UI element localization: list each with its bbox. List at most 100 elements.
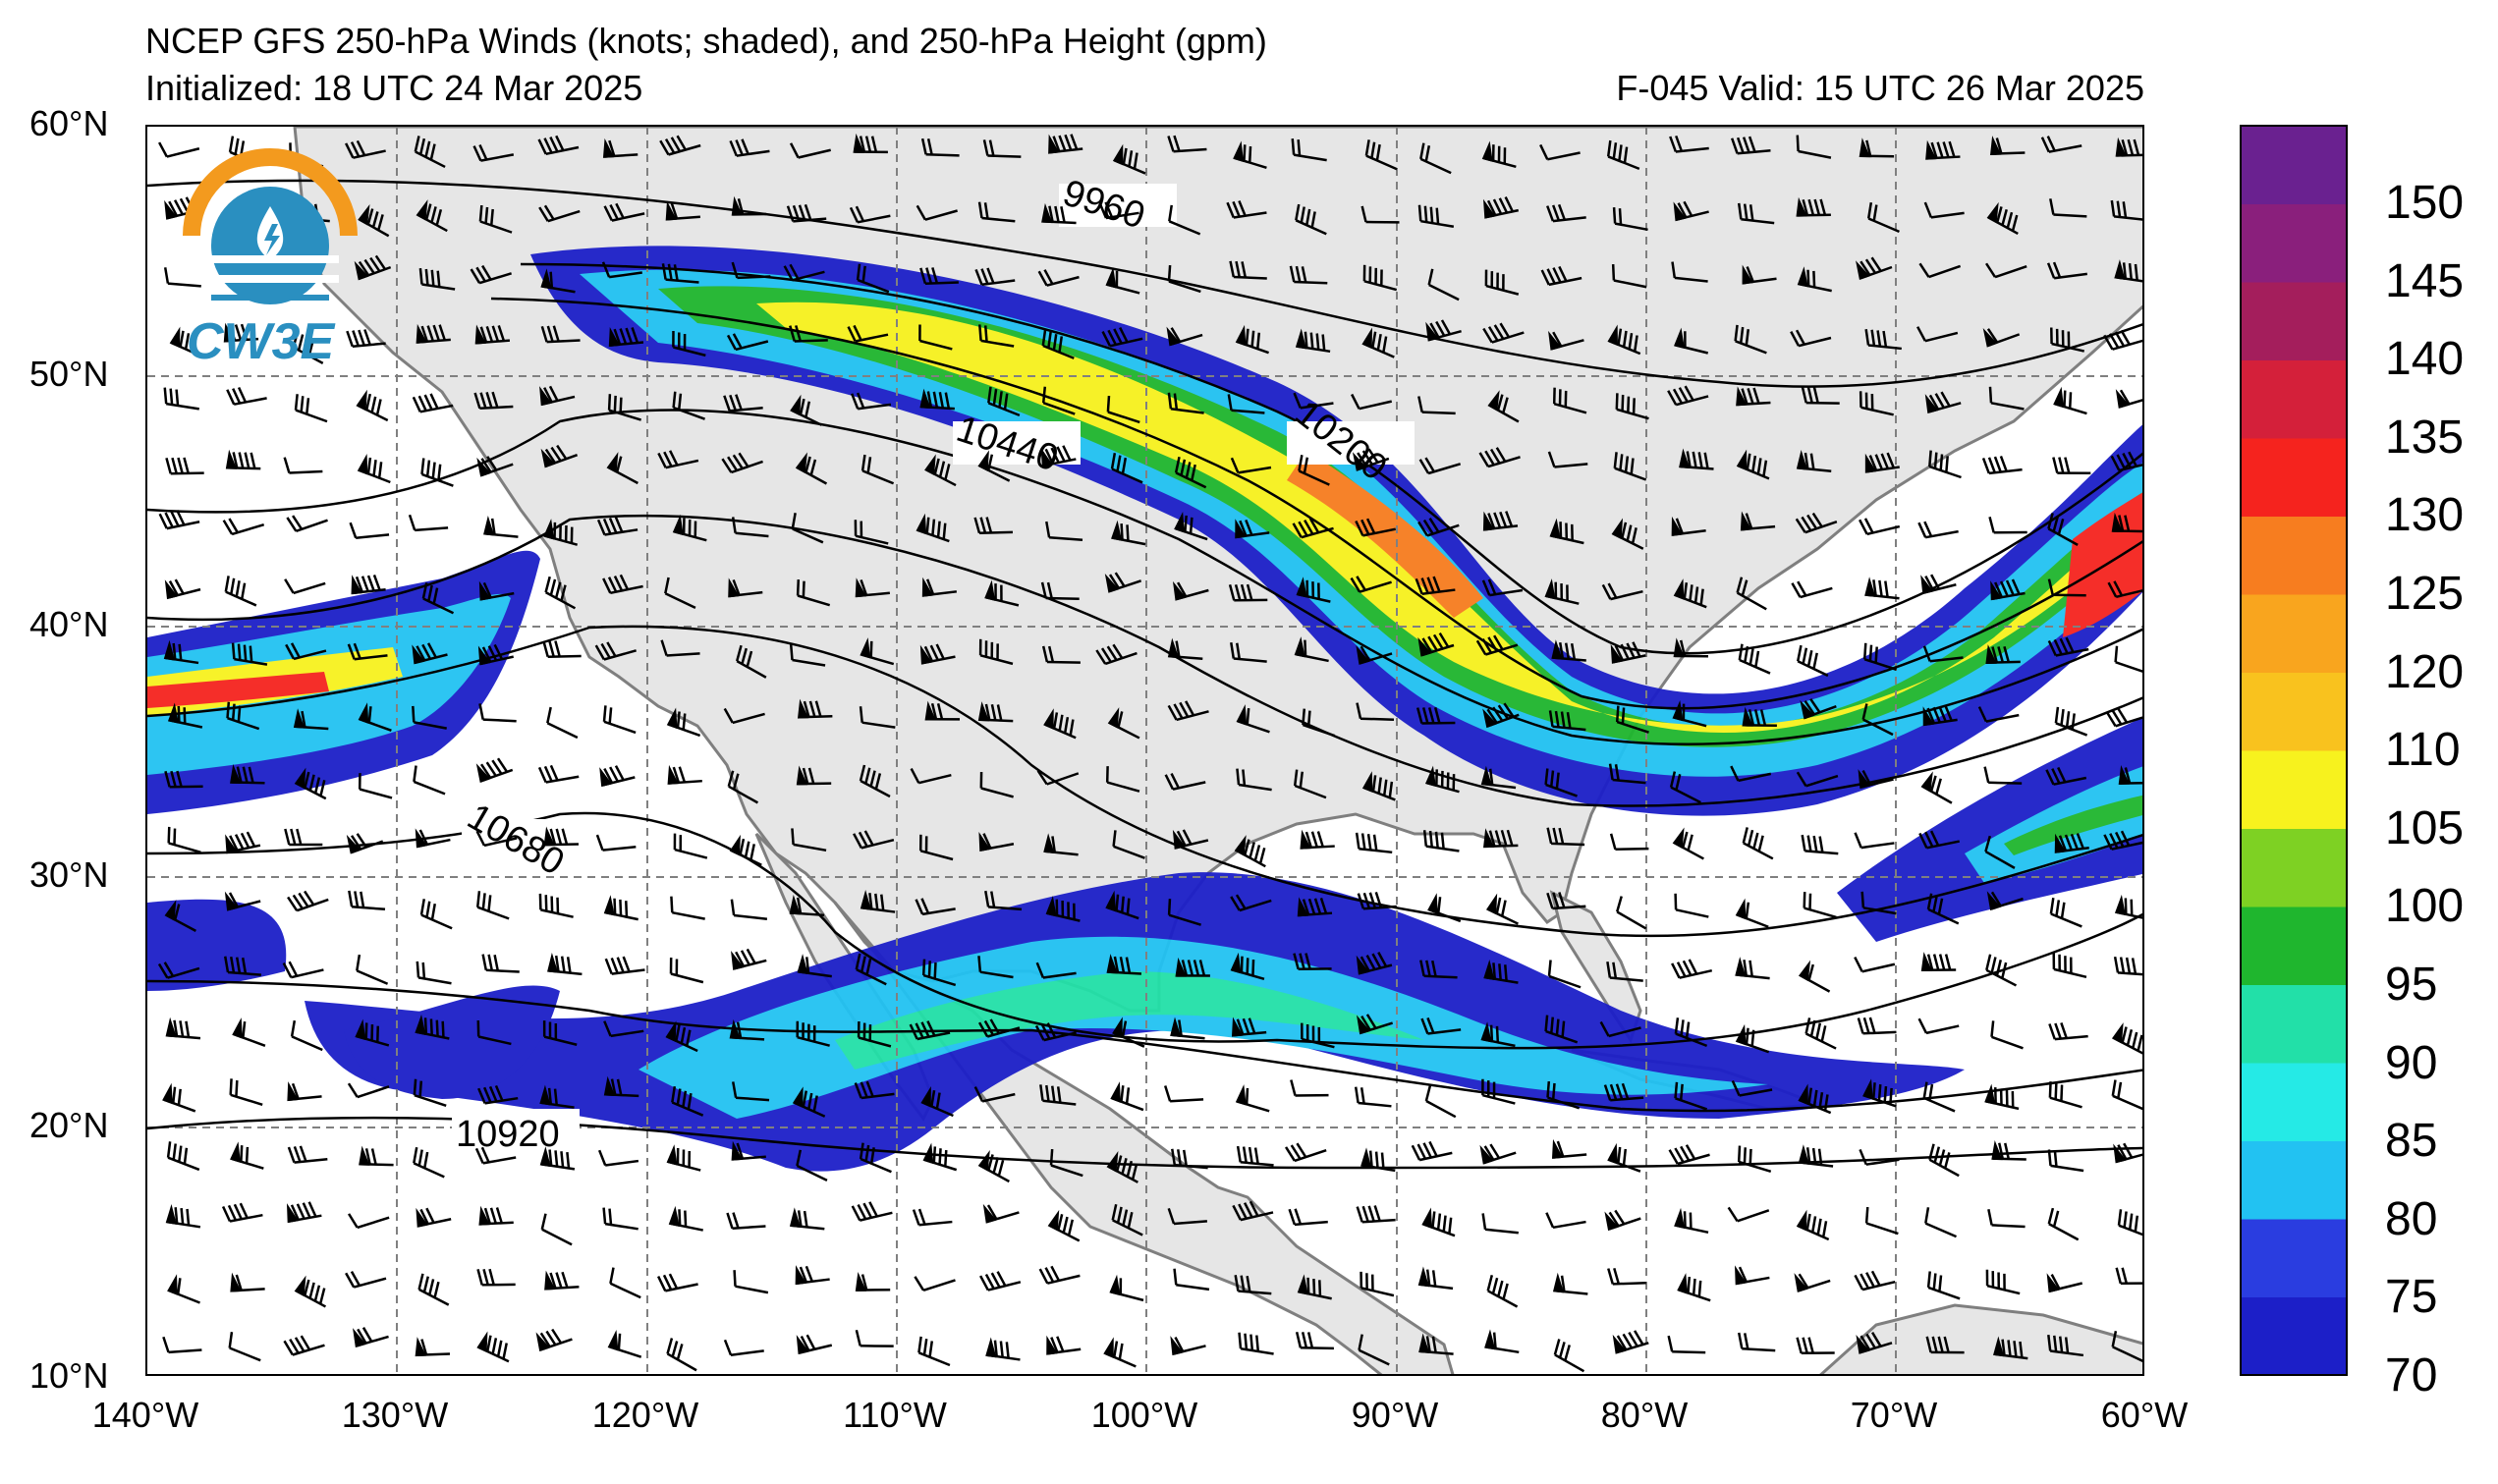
- wind-barb: [1421, 1207, 1456, 1237]
- wind-barb: [2046, 261, 2087, 280]
- wind-barb: [1548, 330, 1584, 351]
- wind-barb: [1859, 518, 1901, 536]
- wind-barb: [1112, 830, 1145, 859]
- colorbar-block: [2241, 750, 2347, 829]
- wind-barb: [1546, 892, 1586, 910]
- wind-barb: [1674, 893, 1709, 918]
- wind-barb: [1424, 1084, 1457, 1119]
- wind-barb: [1105, 267, 1140, 295]
- wind-barb: [1924, 391, 1962, 413]
- wind-barb: [1730, 765, 1772, 783]
- lon-label-70w: 70°W: [1850, 1395, 1938, 1435]
- wind-barb: [1427, 893, 1462, 923]
- wind-barb: [1106, 954, 1142, 975]
- wind-barb: [293, 708, 329, 731]
- wind-barb: [294, 394, 328, 423]
- wind-barb: [1803, 892, 1837, 919]
- wind-barb: [1356, 1205, 1396, 1224]
- wind-barb: [1737, 202, 1775, 225]
- baja-offshore-patch: [344, 985, 560, 1099]
- wind-barb: [476, 1331, 510, 1363]
- wind-barb: [1419, 142, 1452, 175]
- wind-barb: [225, 449, 261, 470]
- wind-barb: [783, 263, 825, 282]
- wind-barb: [287, 890, 329, 912]
- wind-barb: [1674, 1207, 1709, 1235]
- wind-barb: [1856, 256, 1893, 280]
- wind-barb: [1544, 578, 1580, 605]
- wind-barb: [860, 454, 895, 485]
- wind-barb: [169, 326, 203, 358]
- wind-barb: [859, 1142, 892, 1174]
- wind-barb: [1798, 960, 1831, 993]
- wind-barb: [539, 1084, 575, 1109]
- wind-barb: [978, 324, 1015, 348]
- wind-barb: [2047, 636, 2089, 657]
- wind-barb: [1231, 1017, 1267, 1037]
- wind-barb: [416, 1207, 452, 1228]
- wind-barb: [1736, 386, 1771, 407]
- wind-barb: [158, 510, 200, 530]
- wind-barb: [285, 642, 327, 661]
- wind-barb: [540, 1213, 573, 1246]
- wind-barb: [1167, 700, 1209, 722]
- wind-barb: [1228, 583, 1268, 602]
- lon-label-140w: 140°W: [91, 1395, 199, 1435]
- wind-barb: [922, 1142, 958, 1172]
- wind-barb: [157, 141, 200, 158]
- colorbar-frame: [2240, 125, 2348, 1376]
- wind-barb: [164, 578, 201, 600]
- water-drop-lightning-icon: [183, 148, 358, 304]
- colorbar-blocks: [2241, 126, 2347, 1376]
- map-panel: 9960 10200 10440 10680 10920: [145, 125, 2144, 1376]
- wind-barb: [727, 770, 759, 804]
- wind-barb: [1674, 1081, 1708, 1111]
- wind-barb: [1858, 769, 1894, 790]
- wind-barb: [345, 1271, 387, 1289]
- pacific-jet-core: [147, 672, 329, 708]
- wind-barb: [475, 757, 514, 783]
- wind-barb: [358, 702, 392, 732]
- wind-barb: [476, 456, 514, 477]
- wind-barb: [1482, 702, 1520, 729]
- wind-barb: [1045, 896, 1081, 922]
- wind-barb: [973, 517, 1014, 535]
- colorbar-block: [2241, 359, 2347, 439]
- wind-barb: [1673, 200, 1709, 222]
- lon-label-90w: 90°W: [1351, 1395, 1439, 1435]
- wind-barb: [2114, 894, 2142, 921]
- wind-barb: [543, 826, 580, 847]
- wind-barb: [1981, 456, 2023, 475]
- wind-barb: [1800, 697, 1837, 720]
- wind-barb: [1163, 1085, 1204, 1103]
- wind-barb: [475, 830, 518, 848]
- wind-barb: [982, 139, 1022, 158]
- wind-barb: [1360, 1147, 1396, 1173]
- map-canvas: 9960 10200 10440 10680 10920: [147, 127, 2142, 1374]
- wind-barb: [1986, 891, 2024, 911]
- wind-barb: [478, 580, 515, 601]
- wind-barb: [1735, 1265, 1770, 1286]
- wind-barb: [1737, 1145, 1772, 1174]
- height-contour-10440: [147, 514, 2142, 807]
- wind-barb: [356, 954, 389, 985]
- colorbar-block: [2241, 672, 2347, 751]
- wind-barb: [421, 582, 455, 615]
- wind-barb: [1230, 894, 1272, 912]
- wind-barb: [477, 1084, 519, 1105]
- wind-barb: [1106, 395, 1140, 424]
- wind-barb: [1551, 639, 1586, 662]
- wind-barb: [1041, 645, 1081, 664]
- wind-barb: [1742, 827, 1774, 860]
- wind-barb: [535, 1328, 573, 1352]
- colorbar-label-135: 135: [2385, 412, 2465, 464]
- wind-barb: [2053, 386, 2087, 415]
- colorbar-label-150: 150: [2385, 177, 2465, 229]
- wind-barb: [672, 391, 705, 420]
- wind-barb: [1487, 390, 1520, 423]
- colorbar-label-75: 75: [2385, 1271, 2438, 1323]
- wind-barb: [346, 833, 384, 854]
- wind-barb: [728, 577, 763, 598]
- wind-barb: [1736, 577, 1767, 611]
- wind-barb: [2111, 1079, 2142, 1111]
